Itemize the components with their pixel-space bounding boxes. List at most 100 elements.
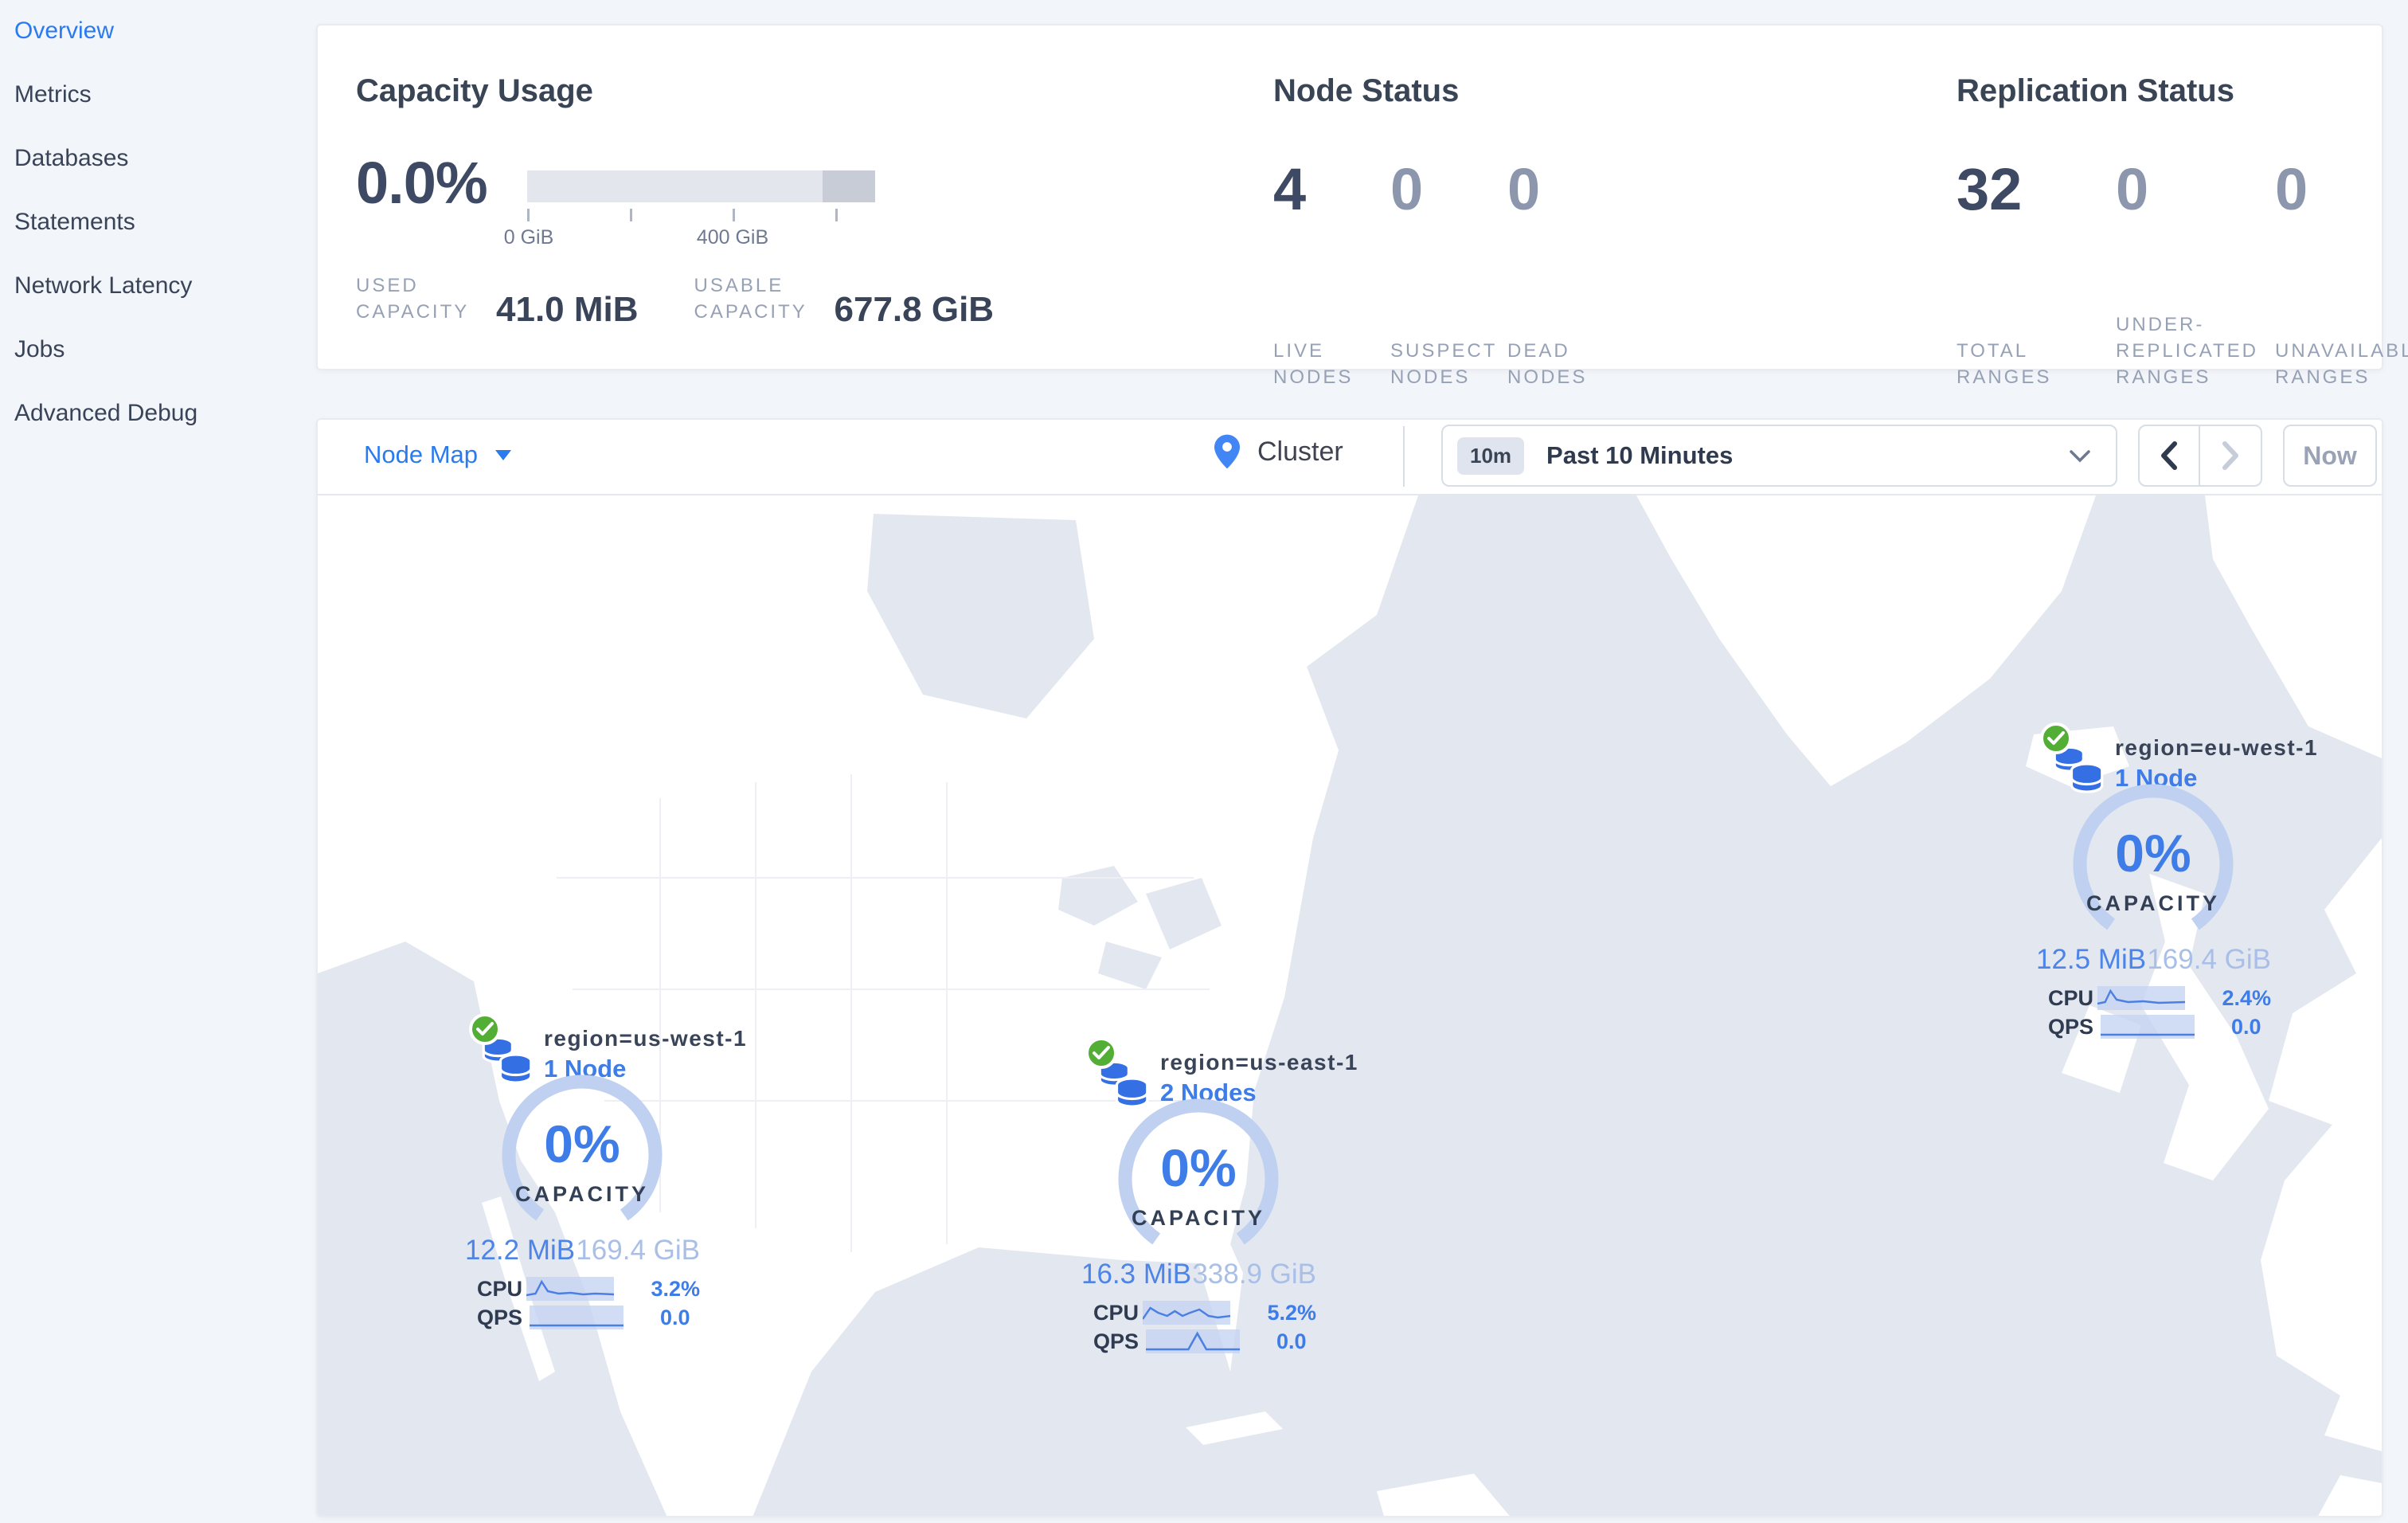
region-capacity-percent: 0% bbox=[1160, 1138, 1237, 1197]
usable-capacity-value: 677.8 GiB bbox=[834, 290, 995, 329]
node-status-title: Node Status bbox=[1273, 73, 1460, 108]
world-map bbox=[318, 495, 2382, 1516]
live-nodes-value: 4 bbox=[1273, 156, 1307, 222]
sidebar-item-network-latency[interactable]: Network Latency bbox=[14, 272, 193, 299]
node-map[interactable]: region=us-west-1 1 Node 0% CAPACITY 12.2… bbox=[318, 495, 2382, 1516]
capacity-percent-value: 0.0% bbox=[356, 150, 488, 216]
qps-value: 0.0 bbox=[2231, 1014, 2261, 1039]
sidebar-item-overview[interactable]: Overview bbox=[14, 18, 115, 44]
cpu-value: 5.2% bbox=[1267, 1300, 1316, 1325]
qps-sparkline bbox=[1146, 1329, 1240, 1353]
database-stack-icon bbox=[2053, 746, 2104, 793]
sidebar: Overview Metrics Databases Statements Ne… bbox=[0, 0, 316, 1523]
dead-nodes-label: DEAD NODES bbox=[1507, 340, 1588, 388]
region-name: region=us-west-1 bbox=[544, 1026, 748, 1051]
qps-value: 0.0 bbox=[660, 1305, 690, 1329]
region-total-capacity: 169.4 GiB bbox=[2147, 944, 2271, 975]
usable-capacity-label: USABLE CAPACITY bbox=[694, 275, 807, 323]
sidebar-item-advanced-debug[interactable]: Advanced Debug bbox=[14, 400, 198, 426]
total-ranges-value: 32 bbox=[1956, 156, 2023, 222]
time-range-badge: 10m bbox=[1457, 437, 1525, 475]
qps-sparkline bbox=[530, 1306, 624, 1329]
qps-label: QPS bbox=[477, 1305, 523, 1329]
region-capacity-label: CAPACITY bbox=[514, 1182, 649, 1206]
dead-nodes-value: 0 bbox=[1507, 156, 1541, 222]
axis-tick-label: 400 GiB bbox=[696, 226, 769, 249]
time-range-arrows bbox=[2138, 425, 2262, 487]
axis-tick-label: 0 GiB bbox=[503, 226, 554, 249]
region-capacity-label: CAPACITY bbox=[1131, 1206, 1265, 1230]
breadcrumb: Cluster bbox=[1214, 434, 1343, 469]
region-total-capacity: 169.4 GiB bbox=[576, 1235, 700, 1266]
previous-range-button[interactable] bbox=[2140, 426, 2201, 485]
map-toolbar: Node Map Cluster 10m Past 10 Minutes bbox=[318, 420, 2382, 495]
live-nodes-label: LIVE NODES bbox=[1273, 340, 1354, 388]
view-selector-dropdown[interactable]: Node Map bbox=[364, 440, 512, 469]
qps-label: QPS bbox=[2048, 1014, 2094, 1039]
suspect-nodes-value: 0 bbox=[1390, 156, 1424, 222]
region-name: region=us-east-1 bbox=[1160, 1050, 1358, 1075]
cpu-value: 2.4% bbox=[2222, 985, 2271, 1010]
used-capacity-label: USED CAPACITY bbox=[356, 275, 470, 323]
node-status-panel: Node Status 4 LIVE NODES 0 SUSPECT NODES… bbox=[1273, 73, 1624, 390]
sidebar-item-statements[interactable]: Statements bbox=[14, 209, 135, 235]
qps-label: QPS bbox=[1093, 1329, 1140, 1353]
chevron-left-icon bbox=[2161, 441, 2177, 470]
cpu-label: CPU bbox=[2048, 985, 2094, 1010]
next-range-button[interactable] bbox=[2200, 426, 2261, 485]
total-ranges-label: TOTAL RANGES bbox=[1956, 340, 2052, 388]
region-capacity-percent: 0% bbox=[544, 1114, 620, 1173]
toolbar-divider bbox=[1403, 426, 1405, 487]
axis-tick bbox=[835, 209, 838, 221]
region-used-capacity: 16.3 MiB bbox=[1081, 1259, 1192, 1290]
region-name: region=eu-west-1 bbox=[2115, 735, 2319, 760]
used-capacity-value: 41.0 MiB bbox=[496, 290, 639, 329]
capacity-usage-panel: Capacity Usage 0.0% 0 GiB 400 GiB USED C… bbox=[356, 73, 1232, 329]
healthy-check-icon bbox=[469, 1013, 501, 1045]
axis-tick bbox=[733, 209, 735, 221]
replication-status-title: Replication Status bbox=[1956, 73, 2234, 108]
healthy-check-icon bbox=[2040, 722, 2072, 754]
cpu-sparkline bbox=[1142, 1301, 1231, 1325]
qps-value: 0.0 bbox=[1276, 1329, 1307, 1353]
unavailable-ranges-label: UNAVAILABLE RANGES bbox=[2275, 340, 2408, 388]
node-map-card: Node Map Cluster 10m Past 10 Minutes bbox=[316, 418, 2383, 1517]
healthy-check-icon bbox=[1085, 1037, 1117, 1069]
unavailable-ranges-value: 0 bbox=[2275, 156, 2308, 222]
capacity-bar-reserved-segment bbox=[823, 170, 875, 202]
suspect-nodes-label: SUSPECT NODES bbox=[1390, 340, 1497, 388]
under-replicated-ranges-value: 0 bbox=[2116, 156, 2149, 222]
capacity-gauge-arc bbox=[2073, 784, 2234, 930]
time-range-dropdown[interactable]: 10m Past 10 Minutes bbox=[1441, 425, 2117, 487]
region-capacity-percent: 0% bbox=[2115, 824, 2191, 883]
axis-tick bbox=[527, 209, 530, 221]
sidebar-item-jobs[interactable]: Jobs bbox=[14, 336, 65, 362]
database-stack-icon bbox=[1098, 1060, 1149, 1108]
region-used-capacity: 12.5 MiB bbox=[2036, 944, 2147, 975]
sidebar-item-metrics[interactable]: Metrics bbox=[14, 81, 92, 108]
chevron-right-icon bbox=[2222, 441, 2238, 470]
qps-sparkline bbox=[2101, 1015, 2195, 1039]
under-replicated-ranges-label: UNDER-REPLICATED RANGES bbox=[2116, 314, 2258, 388]
region-total-capacity: 338.9 GiB bbox=[1192, 1259, 1316, 1290]
chevron-down-icon bbox=[495, 449, 512, 460]
chevron-down-icon bbox=[2070, 450, 2090, 463]
cluster-summary-card: Capacity Usage 0.0% 0 GiB 400 GiB USED C… bbox=[316, 24, 2408, 388]
capacity-gauge-arc bbox=[502, 1075, 663, 1221]
map-pin-icon bbox=[1214, 434, 1240, 469]
sidebar-item-databases[interactable]: Databases bbox=[14, 145, 129, 171]
time-range-label: Past 10 Minutes bbox=[1546, 441, 1734, 469]
capacity-gauge-arc bbox=[1118, 1098, 1279, 1245]
region-capacity-label: CAPACITY bbox=[2086, 891, 2220, 915]
cpu-sparkline bbox=[2097, 986, 2186, 1010]
now-button[interactable]: Now bbox=[2283, 425, 2377, 487]
cpu-label: CPU bbox=[477, 1276, 523, 1301]
replication-status-panel: Replication Status 32 TOTAL RANGES 0 UND… bbox=[1956, 73, 2408, 390]
axis-tick bbox=[630, 209, 632, 221]
region-used-capacity: 12.2 MiB bbox=[465, 1235, 576, 1266]
cpu-label: CPU bbox=[1093, 1300, 1140, 1325]
breadcrumb-cluster[interactable]: Cluster bbox=[1257, 436, 1343, 467]
cpu-sparkline bbox=[526, 1277, 615, 1301]
capacity-bar: 0 GiB 400 GiB bbox=[504, 170, 878, 249]
view-selector-label: Node Map bbox=[364, 440, 479, 468]
